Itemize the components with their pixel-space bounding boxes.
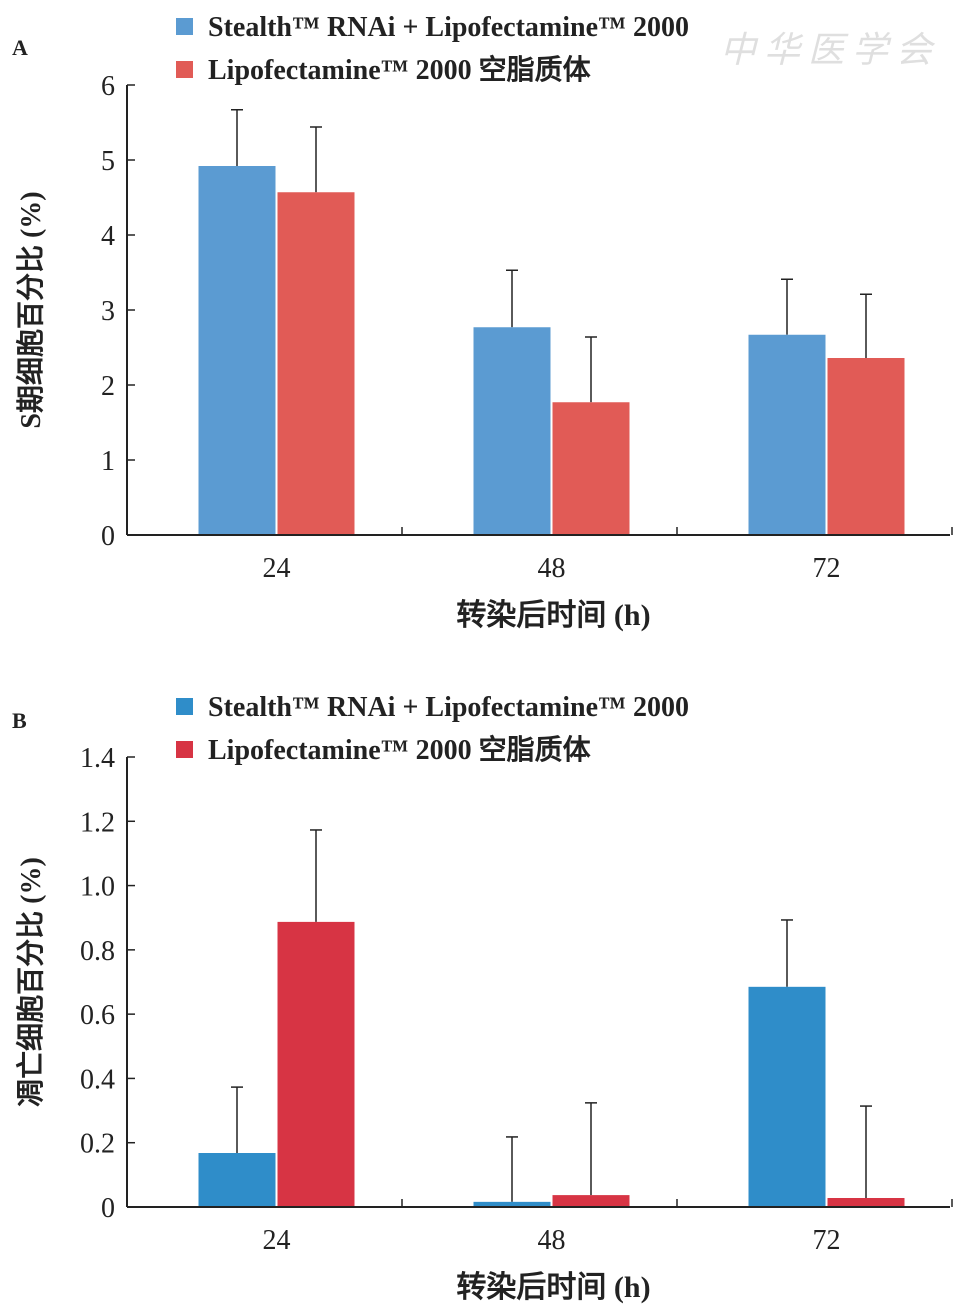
panel-b: B Stealth™ RNAi + Lipofectamine™ 2000 Lipo… — [12, 692, 953, 1304]
bar — [277, 921, 355, 1207]
y-tick-label: 4 — [101, 221, 115, 252]
panel-a: A Stealth™ RNAi + Lipofectamine™ 2000 Lipo… — [12, 12, 953, 632]
x-tick-label: 48 — [538, 1225, 566, 1256]
legend-label: Stealth™ RNAi + Lipofectamine™ 2000 — [208, 692, 689, 723]
legend-label: Lipofectamine™ 2000 空脂质体 — [208, 53, 592, 86]
y-tick-label: 0 — [101, 521, 115, 552]
legend-swatch — [176, 61, 193, 78]
y-tick-label: 0.8 — [80, 936, 115, 967]
bar — [827, 1198, 905, 1207]
y-tick-label: 0.6 — [80, 1000, 115, 1031]
bar — [552, 1195, 630, 1207]
bar — [198, 166, 276, 535]
y-tick-label: 0.4 — [80, 1064, 115, 1095]
x-tick-label: 72 — [813, 1225, 841, 1256]
y-tick-label: 1 — [101, 446, 115, 477]
bar — [473, 1201, 551, 1207]
x-axis-label: 转染后时间 (h) — [456, 1271, 650, 1304]
legend-swatch — [176, 741, 193, 758]
x-tick-label: 48 — [538, 553, 566, 584]
x-tick-label: 72 — [813, 553, 841, 584]
legend-label: Stealth™ RNAi + Lipofectamine™ 2000 — [208, 12, 689, 43]
watermark-logo: 中华医学会 — [720, 30, 940, 70]
y-tick-label: 1.0 — [80, 872, 115, 903]
y-tick-label: 6 — [101, 71, 115, 102]
bar — [473, 327, 551, 535]
bar — [277, 192, 355, 535]
panel-label: A — [12, 35, 28, 60]
y-tick-label: 0 — [101, 1193, 115, 1224]
y-axis-label: 凋亡细胞百分比 (%) — [14, 857, 47, 1107]
bar — [198, 1153, 276, 1207]
y-axis-label: S期细胞百分比 (%) — [14, 191, 47, 428]
panel-label: B — [12, 708, 27, 733]
y-tick-label: 2 — [101, 371, 115, 402]
x-tick-label: 24 — [263, 553, 291, 584]
legend-label: Lipofectamine™ 2000 空脂质体 — [208, 733, 592, 766]
x-tick-label: 24 — [263, 1225, 291, 1256]
y-tick-label: 3 — [101, 296, 115, 327]
y-tick-label: 1.2 — [80, 807, 115, 838]
x-axis-label: 转染后时间 (h) — [456, 599, 650, 632]
y-tick-label: 0.2 — [80, 1129, 115, 1160]
y-tick-label: 5 — [101, 146, 115, 177]
bar — [827, 358, 905, 535]
legend-swatch — [176, 18, 193, 35]
y-tick-label: 1.4 — [80, 743, 115, 774]
bar — [748, 334, 826, 535]
bar — [552, 402, 630, 535]
bar — [748, 986, 826, 1207]
legend-swatch — [176, 698, 193, 715]
